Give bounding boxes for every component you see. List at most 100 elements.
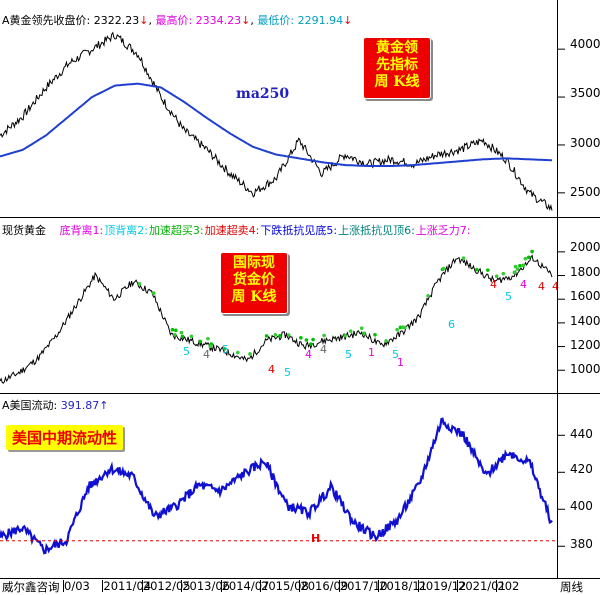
spot-gold-badge: 国际现 货金价 周 K线 (220, 252, 288, 314)
pane2-tick-1000: 1000 (570, 362, 600, 376)
signal-dot (180, 334, 185, 339)
signal-dot (206, 336, 210, 341)
legend-item-7: 上涨乏力7: (415, 224, 471, 237)
ma250-line (0, 82, 553, 167)
pane1-header: A黄金领先收盘价: 2322.23↓, 最高价: 2334.23↓, 最低价: … (2, 14, 353, 27)
badge2-line3: 周 K线 (231, 289, 277, 305)
signal-dot (513, 264, 518, 269)
footer-separator (0, 578, 600, 579)
signal-dot (494, 274, 499, 278)
signal-digit: 4 (305, 348, 312, 361)
signal-digit: 5 (284, 366, 291, 379)
us-liquidity-line (0, 417, 553, 555)
signal-digit: 1 (397, 356, 404, 369)
signal-digit: 6 (448, 318, 455, 331)
date-tick: 2014/07 (221, 579, 270, 593)
signal-dot (172, 332, 177, 337)
pane1-tick-4000: 4000 (570, 37, 600, 51)
signal-digit: 5 (505, 290, 512, 303)
period-label: 周线 (560, 580, 583, 594)
pane1-label: A黄金领先收盘价: (2, 14, 91, 27)
pane2-tick-1200: 1200 (570, 338, 600, 352)
signal-dot (208, 344, 212, 348)
signal-digit: 4 (268, 363, 275, 376)
spot-gold-pane: 现货黄金 底背离1:顶背离2:加速超买3:加速超卖4:下跌抵抗见底5:上涨抵抗见… (0, 218, 600, 393)
pane2-label: 现货黄金 (2, 224, 46, 237)
signal-dot (264, 334, 269, 338)
signal-dot (373, 332, 377, 337)
date-tick: 2015/08 (261, 579, 309, 593)
source-label: 威尔鑫咨询 (2, 580, 60, 594)
signal-dot (236, 350, 240, 355)
pane2-tick-1400: 1400 (570, 314, 600, 328)
signal-dot (286, 333, 291, 337)
us-liquidity-chart (0, 417, 565, 555)
pane1-low-value: 2291.94 (297, 14, 344, 27)
signal-dot (151, 291, 156, 296)
pane1-high-label: 最高价: (155, 14, 193, 27)
date-tick: 0/03 (64, 579, 90, 593)
signal-dot (273, 333, 278, 337)
signal-digit: 4 (320, 343, 327, 356)
pane3-arrow: ↑ (99, 399, 109, 412)
signal-dot (523, 256, 528, 261)
signal-digit: 5 (183, 345, 190, 358)
legend-item-3: 加速超买3: (148, 224, 204, 237)
price-axis-line (557, 0, 558, 578)
pane3-tick-380: 380 (570, 537, 593, 551)
date-tick-mark (496, 580, 498, 592)
signal-dot (299, 336, 303, 340)
signal-dot (521, 263, 526, 268)
date-tick: 2018/11 (379, 579, 427, 593)
pane1-tick-3000: 3000 (570, 136, 600, 150)
signal-digit: 4 (552, 280, 559, 293)
gold-lead-badge: 黄金领 先指标 周 K线 (363, 37, 431, 99)
signal-dot (359, 326, 364, 330)
signal-dot (515, 267, 520, 271)
us-liquidity-pane: A美国流动: 391.87↑ 美国中期流动性 H 440 420 400 380 (0, 394, 600, 578)
date-tick-mark (220, 580, 222, 592)
date-tick-mark (181, 580, 183, 592)
date-tick: 2016/09 (300, 579, 349, 593)
legend-item-1: 底背离1: (59, 224, 104, 237)
spot-gold-price-line (0, 254, 553, 384)
signal-dot (309, 342, 313, 346)
date-tick-mark (417, 580, 419, 592)
badge1-line3: 周 K线 (374, 74, 420, 90)
pane3-value: 391.87 (60, 399, 100, 412)
signal-dot (426, 293, 430, 298)
signal-digit: 4 (490, 278, 497, 291)
signal-dot (174, 328, 178, 333)
date-tick: 2021/01 (458, 579, 506, 593)
legend-item-6: 上涨抵抗见顶6: (338, 224, 415, 237)
separator-2 (0, 393, 600, 394)
pane3-tick-400: 400 (570, 499, 593, 513)
signal-dot (400, 325, 405, 330)
pane3-tick-440: 440 (570, 427, 593, 441)
badge1-line2: 先指标 (376, 57, 418, 73)
signal-dot (461, 256, 466, 260)
pane2-header: 现货黄金 底背离1:顶背离2:加速超买3:加速超卖4:下跌抵抗见底5:上涨抵抗见… (2, 222, 472, 238)
signal-dot (486, 268, 490, 272)
signal-dot (384, 339, 388, 343)
pane1-low-label: 最低价: (257, 14, 295, 27)
pane1-tick-2500: 2500 (570, 185, 600, 199)
date-tick: 2013/06 (182, 579, 230, 593)
signal-dot (526, 255, 531, 260)
badge1-line1: 黄金领 (376, 40, 418, 56)
date-tick-mark (378, 580, 380, 592)
gold-lead-price-line (0, 31, 553, 212)
signal-dot (179, 330, 184, 335)
date-tick: 2017/10 (339, 579, 388, 593)
pane3-header: A美国流动: 391.87↑ (2, 397, 108, 413)
gold-lead-pane: A黄金领先收盘价: 2322.23↓, 最高价: 2334.23↓, 最低价: … (0, 0, 600, 217)
signal-dot (501, 271, 506, 276)
signal-dot (343, 333, 347, 338)
signal-dot (474, 267, 479, 272)
pane1-value: 2322.23 (93, 14, 140, 27)
signal-dot (189, 334, 194, 339)
date-tick-mark (102, 580, 104, 592)
date-tick: 2012/05 (142, 579, 191, 593)
signal-dot (518, 263, 522, 268)
